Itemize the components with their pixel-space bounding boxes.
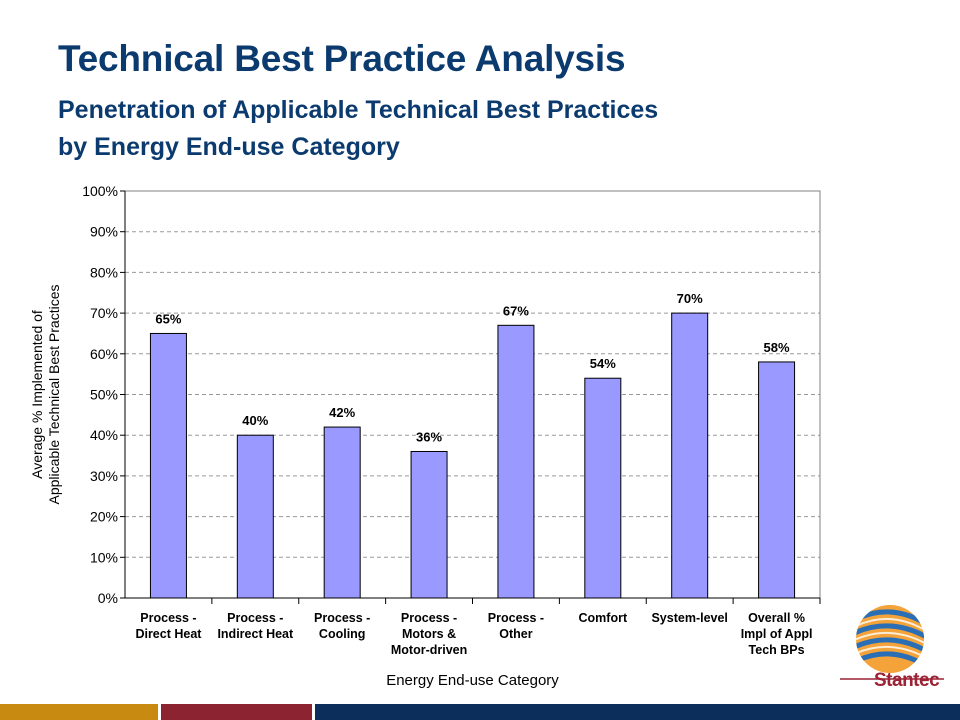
chart-bars [149, 312, 796, 599]
y-tick-label: 30% [90, 468, 118, 484]
stantec-logo-text: Stantec [874, 670, 940, 691]
y-tick-label: 40% [90, 427, 118, 443]
slide-subtitle: Penetration of Applicable Technical Best… [58, 92, 878, 166]
bar [236, 434, 274, 599]
bar-data-label: 67% [503, 303, 529, 318]
bar [671, 312, 709, 599]
bar-data-label: 40% [242, 413, 268, 428]
y-tick-label: 100% [82, 183, 118, 199]
bar-data-label: 54% [590, 356, 616, 371]
x-tick-label: System-level [651, 611, 727, 625]
y-axis-ticks: 0% 10% 20% 30% 40% 50% 60% 70% 80% 90% 100% [82, 183, 126, 606]
bar [149, 332, 187, 599]
y-tick-label: 70% [90, 305, 118, 321]
x-tick-label: Process -Other [488, 611, 544, 641]
bar-data-label: 58% [764, 340, 790, 355]
bar-data-label: 70% [677, 291, 703, 306]
bar-data-label: 42% [329, 405, 355, 420]
x-tick-label: Process -Direct Heat [135, 611, 202, 641]
bar [584, 377, 622, 599]
y-tick-label: 0% [98, 590, 118, 606]
subtitle-line-1: Penetration of Applicable Technical Best… [58, 96, 659, 124]
x-tick-label: Process -Cooling [314, 611, 370, 641]
x-axis-ticks: Process -Direct Heat Process -Indirect He… [125, 597, 821, 657]
bar [497, 324, 535, 599]
chart-gridlines [125, 231, 820, 558]
x-tick-label: Overall % Impl of Appl Tech BPs [741, 611, 813, 657]
x-axis-title: Energy End-use Category [386, 672, 559, 689]
y-tick-label: 80% [90, 264, 118, 280]
y-tick-label: 60% [90, 346, 118, 362]
chart-data-labels: 65% 40% 42% 36% 67% 54% 70% 58% [155, 291, 790, 444]
y-axis-title: Average % Implemented ofApplicable Techn… [29, 285, 62, 505]
bar-data-label: 65% [155, 311, 181, 326]
stantec-globe-logo-icon [840, 605, 944, 680]
bar [758, 361, 796, 599]
bar-data-label: 36% [416, 429, 442, 444]
subtitle-line-2: by Energy End-use Category [58, 133, 400, 161]
x-tick-label: Process -Motors & Motor-driven [391, 611, 467, 657]
bar [323, 426, 361, 599]
y-tick-label: 10% [90, 549, 118, 565]
slide-title: Technical Best Practice Analysis [58, 38, 626, 79]
x-tick-label: Process -Indirect Heat [217, 611, 294, 641]
y-tick-label: 20% [90, 509, 118, 525]
y-tick-label: 90% [90, 224, 118, 240]
bar [410, 450, 448, 599]
footer-bar-navy [315, 704, 960, 720]
x-tick-label: Comfort [579, 611, 628, 625]
footer-bar-gold [0, 704, 158, 720]
footer-bar-maroon [161, 704, 312, 720]
y-tick-label: 50% [90, 387, 118, 403]
